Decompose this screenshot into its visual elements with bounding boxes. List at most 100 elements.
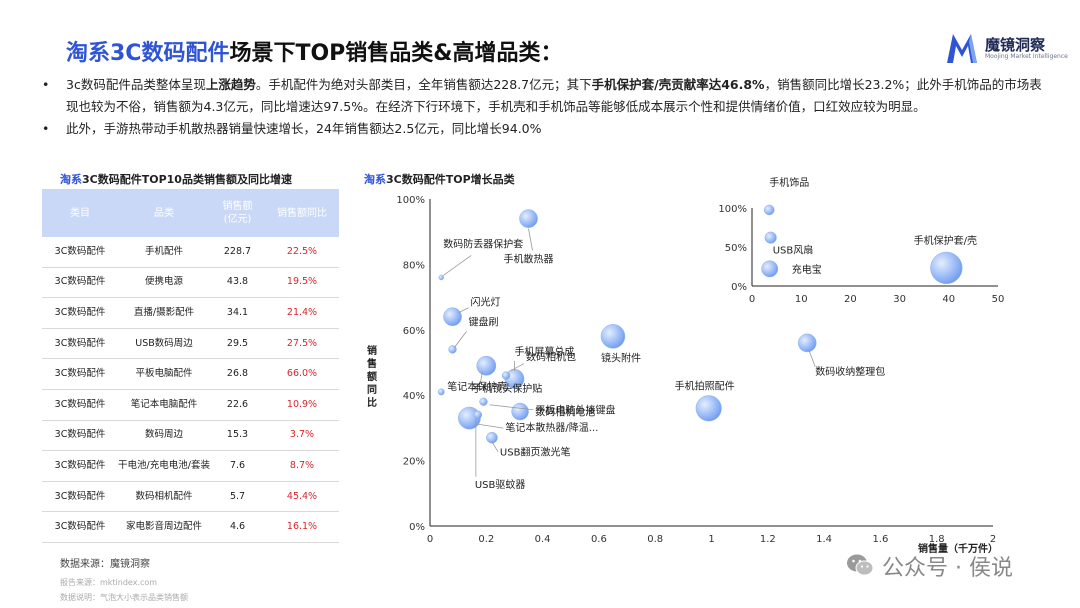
cell-growth: 66.0%: [265, 358, 339, 390]
y-tick-label: 0%: [409, 522, 425, 533]
bubble-point: [797, 333, 817, 353]
table-row: 3C数码配件 直播/摄影配件 34.1 21.4%: [42, 297, 339, 329]
table-header-cell: 销售额同比: [265, 189, 339, 237]
bubble-point: [761, 260, 779, 278]
watermark: 公众号 · 侯说: [846, 550, 1046, 581]
table-row: 3C数码配件 手机配件 228.7 22.5%: [42, 237, 339, 268]
bubble-point: [486, 431, 498, 444]
table-row: 3C数码配件 USB数码周边 29.5 27.5%: [42, 328, 339, 360]
bullet-text: 3c数码配件品类整体呈现: [66, 77, 206, 92]
x-tick-label: 1.4: [816, 534, 832, 545]
table-row: 3C数码配件 笔记本电脑配件 22.6 10.9%: [42, 389, 339, 421]
x-tick-label: 0: [749, 294, 755, 305]
cell-category: 3C数码配件: [42, 358, 118, 390]
brand-logo: 魔镜洞察 Moojing Market Intelligence: [945, 31, 1068, 67]
x-tick-label: 10: [795, 294, 808, 305]
cell-sales: 228.7: [210, 237, 265, 268]
y-tick-label: 80%: [403, 260, 425, 271]
wechat-icon: [847, 554, 874, 576]
bubble-point: [511, 402, 529, 421]
point-label: 数码相机包: [526, 351, 576, 364]
bubble-point: [600, 324, 626, 349]
cell-category: 3C数码配件: [42, 267, 118, 299]
point-label: 手机饰品: [769, 176, 809, 189]
cell-growth: 27.5%: [265, 328, 339, 360]
point-label: 键盘刷: [469, 315, 499, 328]
x-tick-label: 1.8: [929, 534, 945, 545]
y-axis-title: 比: [367, 396, 377, 409]
table-row: 3C数码配件 家电影音周边配件 4.6 16.1%: [42, 511, 339, 543]
summary-bullets: 3c数码配件品类整体呈现上涨趋势。手机配件为绝对头部类目，全年销售额达228.7…: [40, 74, 1050, 140]
cell-category: 3C数码配件: [42, 237, 118, 268]
cell-category: 3C数码配件: [42, 420, 118, 452]
y-tick-label: 100%: [718, 204, 747, 215]
point-label: 闪光灯: [471, 296, 501, 309]
page-title: 淘系3C数码配件场景下TOP销售品类&高增品类：: [66, 35, 563, 67]
table-header-row: 类目 品类 销售额 (亿元) 销售额同比: [42, 189, 339, 237]
point-label: 平板电脑外接键盘: [535, 404, 615, 417]
footnote-report-source: 报告来源：mktindex.com: [60, 578, 158, 587]
x-tick-label: 1.2: [760, 534, 776, 545]
leader-line: [477, 423, 504, 429]
cell-subcategory: 平板电脑配件: [118, 358, 210, 390]
leader-line: [491, 441, 499, 452]
table-header-cell: 销售额 (亿元): [210, 189, 265, 237]
cell-subcategory: 直播/摄影配件: [118, 297, 210, 329]
x-tick-label: 2: [990, 534, 996, 545]
bubble-point: [479, 397, 488, 406]
bubble-point: [438, 274, 444, 281]
bubble-point: [763, 204, 775, 216]
bubble-point: [443, 307, 462, 327]
table-row: 3C数码配件 便携电源 43.8 19.5%: [42, 267, 339, 299]
table-row: 3C数码配件 数码相机配件 5.7 45.4%: [42, 481, 339, 513]
table-title-rest: 3C数码配件TOP10品类销售额及同比增速: [82, 173, 292, 186]
bullet-1: 3c数码配件品类整体呈现上涨趋势。手机配件为绝对头部类目，全年销售额达228.7…: [40, 74, 1050, 118]
footnote-data-note: 数据说明：气泡大小表示品类销售额: [60, 593, 188, 602]
cell-growth: 19.5%: [265, 267, 339, 299]
y-tick-label: 0%: [731, 282, 747, 293]
cell-subcategory: 笔记本电脑配件: [118, 389, 210, 421]
cell-growth: 3.7%: [265, 420, 339, 452]
x-tick-label: 0.4: [535, 534, 551, 545]
leader-line: [458, 307, 469, 314]
y-tick-label: 40%: [403, 391, 425, 402]
bubble-point: [764, 231, 777, 244]
cell-subcategory: 便携电源: [118, 267, 210, 299]
title-highlight: 淘系3C数码配件: [66, 41, 230, 66]
cell-category: 3C数码配件: [42, 450, 118, 482]
point-label: 手机保护套/壳: [914, 234, 977, 247]
cell-growth: 45.4%: [265, 481, 339, 513]
cell-sales: 4.6: [210, 511, 265, 543]
point-label: 手机拍照配件: [675, 379, 735, 392]
bubble-point: [473, 410, 483, 419]
point-label: 数码防丢器保护套: [443, 237, 523, 250]
cell-category: 3C数码配件: [42, 481, 118, 513]
leader-line: [808, 350, 816, 368]
logo-subtitle: Moojing Market Intelligence: [985, 53, 1068, 60]
bubble-point: [930, 251, 963, 285]
bullet-text: 此外，手游热带动手机散热器销量快速增长，24年销售额达2.5亿元，同比增长94.…: [66, 121, 542, 136]
cell-sales: 7.6: [210, 450, 265, 482]
x-tick-label: 50: [992, 294, 1005, 305]
table-row: 3C数码配件 干电池/充电电池/套装 7.6 8.7%: [42, 450, 339, 482]
cell-sales: 43.8: [210, 267, 265, 299]
leader-line: [528, 228, 533, 251]
x-tick-label: 20: [844, 294, 857, 305]
y-axis-title: 额: [367, 370, 377, 383]
y-tick-label: 60%: [403, 326, 425, 337]
table-row: 3C数码配件 数码周边 15.3 3.7%: [42, 420, 339, 452]
bullet-text: ，销售额同比增长23.2%；此外手机饰品的市场表现也较为不俗，销售额为4.3亿元…: [66, 77, 1042, 114]
cell-growth: 16.1%: [265, 511, 339, 543]
x-tick-label: 1: [708, 534, 714, 545]
leader-line: [510, 363, 525, 371]
watermark-text: 公众号 · 侯说: [882, 556, 1013, 581]
cell-growth: 22.5%: [265, 237, 339, 268]
point-label: 镜头附件: [601, 351, 641, 364]
bubble-point: [437, 388, 445, 396]
bubble-point: [448, 345, 457, 354]
cell-sales: 5.7: [210, 481, 265, 513]
logo-name: 魔镜洞察: [985, 36, 1046, 54]
x-axis-title: 销售量（千万件）: [918, 542, 998, 555]
